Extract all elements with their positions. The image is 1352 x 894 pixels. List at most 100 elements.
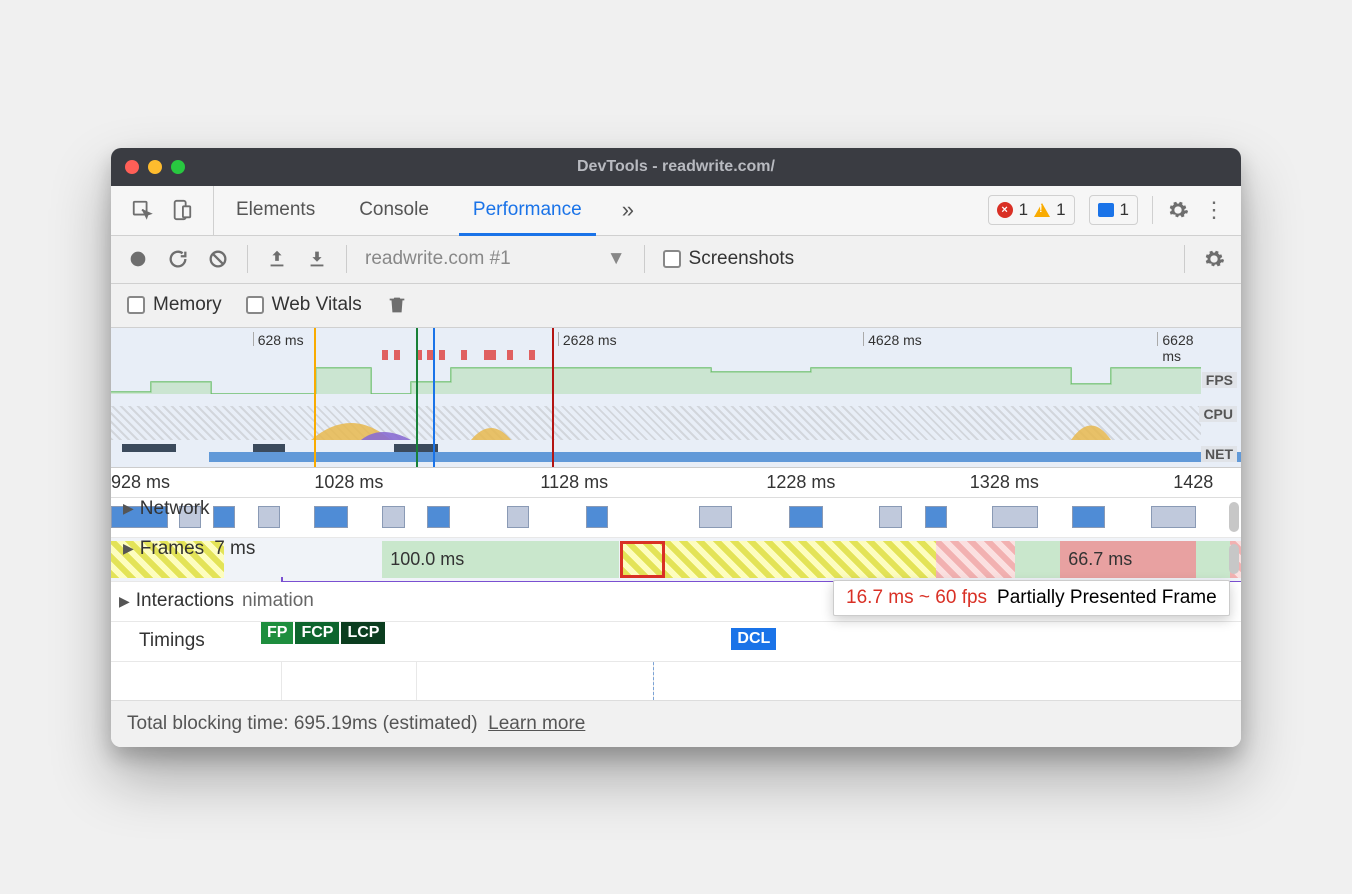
ruler-tick: 1128 ms bbox=[540, 472, 608, 493]
track-network[interactable]: ▶ Network bbox=[111, 498, 1241, 538]
network-request-segment[interactable] bbox=[699, 506, 733, 528]
frame-segment[interactable] bbox=[1196, 541, 1230, 578]
interactions-label: Interactions bbox=[136, 590, 234, 612]
profile-dropdown-label: readwrite.com #1 bbox=[365, 248, 511, 270]
window-title: DevTools - readwrite.com/ bbox=[111, 158, 1241, 176]
reload-record-button[interactable] bbox=[167, 248, 189, 270]
footer-status: Total blocking time: 695.19ms (estimated… bbox=[111, 700, 1241, 747]
network-label: Network bbox=[140, 498, 210, 520]
messages-badge[interactable]: 1 bbox=[1089, 195, 1138, 225]
profile-dropdown[interactable]: readwrite.com #1 ▼ bbox=[365, 248, 626, 270]
frame-segment[interactable] bbox=[620, 541, 665, 578]
scrollbar-thumb[interactable] bbox=[1229, 544, 1239, 574]
network-request-segment[interactable] bbox=[992, 506, 1037, 528]
upload-profile-button[interactable] bbox=[266, 248, 288, 270]
network-request-segment[interactable] bbox=[789, 506, 823, 528]
message-count: 1 bbox=[1120, 200, 1129, 220]
network-request-segment[interactable] bbox=[879, 506, 902, 528]
settings-gear-icon[interactable] bbox=[1167, 199, 1189, 221]
tab-elements[interactable]: Elements bbox=[214, 186, 337, 235]
screenshots-checkbox[interactable]: Screenshots bbox=[663, 248, 795, 270]
record-button[interactable] bbox=[127, 248, 149, 270]
frame-segment[interactable] bbox=[665, 541, 936, 578]
overview-marker bbox=[433, 328, 435, 467]
tooltip-desc-text: Partially Presented Frame bbox=[997, 587, 1217, 609]
cpu-label: CPU bbox=[1199, 406, 1237, 422]
tab-console[interactable]: Console bbox=[337, 186, 451, 235]
learn-more-link[interactable]: Learn more bbox=[488, 713, 585, 734]
web-vitals-checkbox[interactable]: Web Vitals bbox=[246, 294, 362, 316]
frame-segment[interactable]: 100.0 ms bbox=[382, 541, 619, 578]
more-tabs-button[interactable]: » bbox=[604, 197, 652, 223]
download-profile-button[interactable] bbox=[306, 248, 328, 270]
overview-tick: 2628 ms bbox=[558, 332, 617, 346]
network-request-segment[interactable] bbox=[1072, 506, 1106, 528]
disclose-icon[interactable]: ▶ bbox=[123, 540, 134, 557]
network-request-segment[interactable] bbox=[382, 506, 405, 528]
capture-settings-gear-icon[interactable] bbox=[1203, 248, 1225, 270]
timing-badge-lcp[interactable]: LCP bbox=[341, 622, 385, 644]
frame-segment[interactable]: 66.7 ms bbox=[1060, 541, 1196, 578]
overview-tick: 628 ms bbox=[253, 332, 304, 346]
frame-duration-text: 66.7 ms bbox=[1068, 549, 1132, 570]
garbage-collect-icon[interactable] bbox=[386, 294, 408, 316]
interactions-sublabel: nimation bbox=[242, 590, 314, 612]
track-timings[interactable]: Timings FPFCPLCP DCL bbox=[111, 622, 1241, 662]
devtools-tabstrip: Elements Console Performance » × 1 1 1 ⋮ bbox=[111, 186, 1241, 236]
devtools-window: DevTools - readwrite.com/ Elements Conso… bbox=[111, 148, 1241, 747]
fps-label: FPS bbox=[1202, 372, 1237, 388]
error-icon: × bbox=[997, 202, 1013, 218]
memory-checkbox[interactable]: Memory bbox=[127, 294, 222, 316]
network-request-segment[interactable] bbox=[586, 506, 609, 528]
frame-segment[interactable] bbox=[1015, 541, 1060, 578]
frame-tooltip: 16.7 ms ~ 60 fps Partially Presented Fra… bbox=[833, 580, 1230, 616]
disclose-icon[interactable]: ▶ bbox=[119, 593, 130, 610]
ruler-tick: 1228 ms bbox=[766, 472, 835, 493]
ruler-tick: 1028 ms bbox=[314, 472, 383, 493]
network-request-segment[interactable] bbox=[1151, 506, 1196, 528]
blocking-time-text: Total blocking time: 695.19ms (estimated… bbox=[127, 713, 478, 734]
warning-icon bbox=[1034, 203, 1050, 217]
overview-marker bbox=[314, 328, 316, 467]
network-request-segment[interactable] bbox=[213, 506, 236, 528]
timings-label: Timings bbox=[139, 630, 205, 652]
network-request-segment[interactable] bbox=[925, 506, 948, 528]
network-request-segment[interactable] bbox=[427, 506, 450, 528]
close-window-button[interactable] bbox=[125, 160, 139, 174]
perf-toolbar-2: Memory Web Vitals bbox=[111, 284, 1241, 328]
perf-toolbar: readwrite.com #1 ▼ Screenshots bbox=[111, 236, 1241, 284]
console-issues-badge[interactable]: × 1 1 bbox=[988, 195, 1075, 225]
timing-badge-fcp[interactable]: FCP bbox=[295, 622, 339, 644]
maximize-window-button[interactable] bbox=[171, 160, 185, 174]
tab-performance[interactable]: Performance bbox=[451, 186, 604, 235]
detail-ruler[interactable]: 928 ms1028 ms1128 ms1228 ms1328 ms1428 m… bbox=[111, 468, 1241, 498]
network-request-segment[interactable] bbox=[507, 506, 530, 528]
timing-badge-dcl[interactable]: DCL bbox=[731, 628, 776, 650]
overview-tick: 4628 ms bbox=[863, 332, 922, 346]
frames-label: Frames bbox=[140, 538, 204, 560]
tooltip-fps-text: 16.7 ms ~ 60 fps bbox=[846, 587, 987, 609]
overview-tick: 6628 ms bbox=[1157, 332, 1201, 346]
disclose-icon[interactable]: ▶ bbox=[123, 500, 134, 517]
dropdown-chevron-icon: ▼ bbox=[607, 248, 626, 270]
tracks-area: ▶ Network ▶ Frames 7 ms 100.0 ms66.7 ms … bbox=[111, 498, 1241, 700]
frame-duration-text: 100.0 ms bbox=[390, 549, 464, 570]
inspect-element-icon[interactable] bbox=[131, 199, 153, 221]
frames-prefix-text: 7 ms bbox=[214, 538, 255, 560]
screenshots-label: Screenshots bbox=[689, 248, 795, 270]
traffic-lights bbox=[111, 160, 185, 174]
overview-marker bbox=[552, 328, 554, 467]
timing-badge-fp[interactable]: FP bbox=[261, 622, 293, 644]
network-request-segment[interactable] bbox=[314, 506, 348, 528]
frame-segment[interactable] bbox=[936, 541, 1015, 578]
kebab-menu-icon[interactable]: ⋮ bbox=[1203, 197, 1225, 223]
minimize-window-button[interactable] bbox=[148, 160, 162, 174]
network-request-segment[interactable] bbox=[258, 506, 281, 528]
track-interactions[interactable]: ▶ Interactions nimation 16.7 ms ~ 60 fps… bbox=[111, 582, 1241, 622]
overview-panel[interactable]: 628 ms2628 ms4628 ms6628 ms FPS CPU NET bbox=[111, 328, 1241, 468]
ruler-tick: 928 ms bbox=[111, 472, 170, 493]
device-toolbar-icon[interactable] bbox=[171, 199, 193, 221]
clear-button[interactable] bbox=[207, 248, 229, 270]
track-frames[interactable]: ▶ Frames 7 ms 100.0 ms 66.7 ms bbox=[111, 538, 1241, 582]
scrollbar-thumb[interactable] bbox=[1229, 502, 1239, 532]
